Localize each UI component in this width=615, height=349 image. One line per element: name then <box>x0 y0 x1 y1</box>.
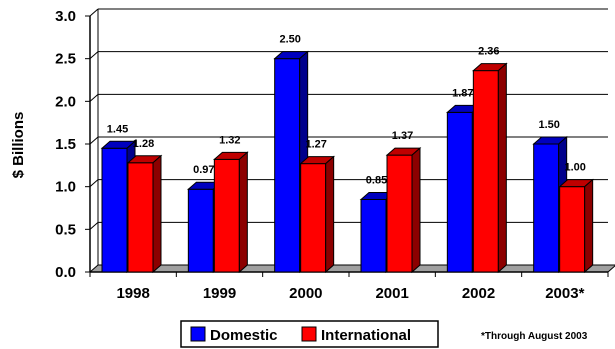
y-axis-label: $ Billions <box>10 112 27 179</box>
bar-front <box>213 158 240 273</box>
data-label-domestic: 2.50 <box>279 34 300 46</box>
bar-front <box>472 70 499 273</box>
y-tick-label: 1.5 <box>55 136 76 153</box>
bar-international <box>558 178 594 274</box>
bars-layer <box>100 50 594 274</box>
bar-front <box>127 162 154 273</box>
bar-side <box>584 178 594 274</box>
data-label-domestic: 0.85 <box>366 174 387 186</box>
x-category-label: 2002 <box>462 285 495 302</box>
bar-front <box>446 111 473 273</box>
axis-layer: 0.0 0.5 1.0 1.5 2.0 2.5 3.0 1998 1999 2000 2001 200… <box>55 8 609 302</box>
gridline-depth <box>89 93 99 102</box>
bar-side <box>238 151 248 274</box>
bar-front <box>559 186 586 273</box>
y-tick-label: 1.0 <box>55 179 76 196</box>
y-tick-label: 0.0 <box>55 264 76 281</box>
legend-label-domestic: Domestic <box>210 327 278 344</box>
legend-label-international: International <box>321 327 411 344</box>
x-category-label: 2003* <box>545 285 584 302</box>
bar-front <box>274 58 301 273</box>
bar-front <box>187 188 214 273</box>
grid-layer <box>89 8 608 265</box>
bar-front <box>300 163 327 273</box>
bar-international <box>299 155 335 274</box>
y-tick-label: 2.0 <box>55 93 76 110</box>
x-category-label: 1998 <box>116 285 149 302</box>
data-label-domestic: 0.97 <box>193 164 214 176</box>
bar-front <box>386 154 413 273</box>
gridline-depth <box>89 221 99 230</box>
data-label-international: 1.27 <box>305 139 326 151</box>
bar-side <box>411 146 421 274</box>
y-tick-label: 2.5 <box>55 51 76 68</box>
bar-side <box>497 62 507 274</box>
legend: Domestic International <box>180 320 439 348</box>
data-label-domestic: 1.87 <box>452 87 473 99</box>
gridline-depth <box>89 136 99 145</box>
data-label-international: 1.32 <box>219 134 240 146</box>
bar-international <box>472 62 508 274</box>
x-category-label: 1999 <box>203 285 236 302</box>
data-label-international: 1.28 <box>133 138 154 150</box>
x-category-label: 2000 <box>289 285 322 302</box>
bar-domestic <box>532 135 568 274</box>
legend-swatch-domestic <box>190 326 206 342</box>
bar-side <box>152 154 162 274</box>
data-label-international: 1.37 <box>392 130 413 142</box>
bar-international <box>126 154 163 274</box>
bar-front <box>101 147 128 273</box>
bar-international <box>385 146 422 274</box>
gridline-depth <box>89 8 99 17</box>
footnote: *Through August 2003 <box>481 331 588 342</box>
data-label-domestic: 1.45 <box>107 123 128 135</box>
bar-front <box>360 198 387 273</box>
data-label-domestic: 1.50 <box>538 119 559 131</box>
data-label-international: 1.00 <box>564 162 585 174</box>
gridline-depth <box>89 51 99 60</box>
data-label-international: 2.36 <box>478 46 499 58</box>
y-tick-label: 0.5 <box>55 221 76 238</box>
legend-swatch-international <box>301 326 317 342</box>
bar-international <box>213 151 249 274</box>
x-category-label: 2001 <box>375 285 408 302</box>
gridline-depth <box>89 179 99 188</box>
y-tick-label: 3.0 <box>55 8 76 25</box>
data-labels-layer: 1.45 0.97 2.50 0.85 1.87 1.50 1.28 1.32 1.27 1.37… <box>107 34 586 187</box>
bar-front <box>533 143 560 273</box>
bar-side <box>325 155 335 274</box>
